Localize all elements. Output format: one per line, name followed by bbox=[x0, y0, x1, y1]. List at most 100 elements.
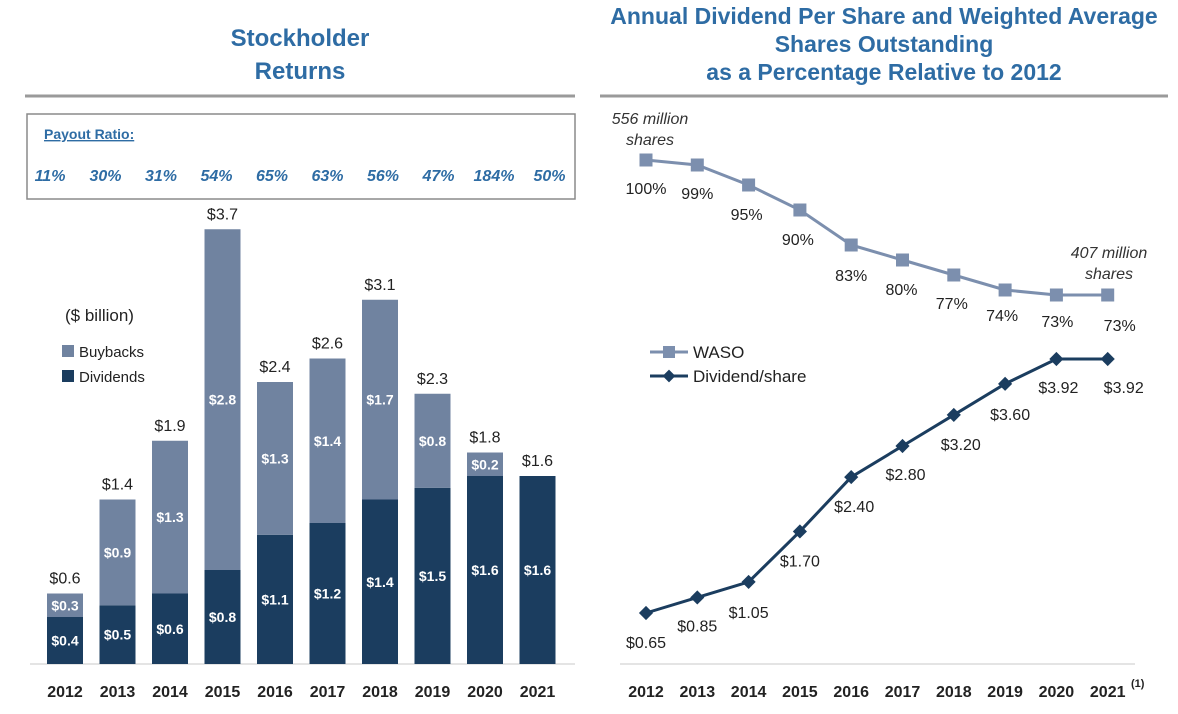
x-tick-label: 2016 bbox=[257, 684, 293, 701]
right-title-line1: Annual Dividend Per Share and Weighted A… bbox=[610, 3, 1157, 29]
left-legend: Buybacks Dividends bbox=[62, 344, 145, 386]
bar-dividends bbox=[204, 570, 241, 664]
bar-buybacks bbox=[309, 358, 346, 523]
dividend-marker bbox=[792, 524, 807, 539]
x-tick-label: 2018 bbox=[362, 684, 398, 701]
x-tick-label: 2017 bbox=[310, 684, 346, 701]
bar-buybacks bbox=[99, 499, 136, 606]
waso-data-label: 83% bbox=[835, 268, 867, 285]
bar-label-dividends: $1.6 bbox=[524, 562, 551, 578]
payout-ratio-value: 31% bbox=[145, 168, 177, 185]
bar-total-label: $1.6 bbox=[522, 453, 553, 470]
start-shares-annotation-line2: shares bbox=[626, 132, 674, 149]
bar-dividends bbox=[47, 617, 83, 664]
dividend-marker bbox=[741, 574, 756, 590]
payout-ratio-label: Payout Ratio: bbox=[44, 126, 134, 142]
bar-buybacks bbox=[204, 229, 241, 570]
legend-label-buybacks: Buybacks bbox=[79, 344, 144, 361]
bar-label-buybacks: $0.2 bbox=[471, 456, 498, 472]
waso-marker bbox=[742, 178, 756, 192]
bar-label-dividends: $1.4 bbox=[366, 574, 393, 590]
bar-label-buybacks: $1.3 bbox=[261, 450, 288, 466]
x-tick-label: 2018 bbox=[936, 684, 972, 701]
right-legend: WASO Dividend/share bbox=[650, 343, 806, 386]
payout-ratio-value: 30% bbox=[89, 168, 121, 185]
end-shares-annotation-line2: shares bbox=[1085, 266, 1133, 283]
bar-label-dividends: $1.5 bbox=[419, 568, 446, 584]
x-tick-label: 2020 bbox=[467, 684, 503, 701]
bar-total-label: $1.9 bbox=[154, 418, 185, 435]
x-tick-label: 2015 bbox=[782, 684, 818, 701]
waso-data-label: 73% bbox=[1104, 318, 1136, 335]
waso-series-line bbox=[645, 158, 1108, 297]
waso-marker bbox=[844, 238, 858, 252]
dividend-marker bbox=[1049, 351, 1064, 367]
dividend-data-label: $3.20 bbox=[941, 437, 981, 454]
footnote-marker: (1) bbox=[1131, 678, 1145, 690]
x-tick-label: 2021 bbox=[1090, 684, 1126, 701]
bar-dividends bbox=[414, 487, 451, 664]
waso-marker bbox=[947, 268, 961, 282]
right-title-line2: Shares Outstanding bbox=[775, 31, 994, 57]
dividend-data-label: $2.80 bbox=[885, 467, 925, 484]
bar-dividends bbox=[519, 476, 556, 664]
bar-label-buybacks: $1.4 bbox=[314, 433, 341, 449]
bar-buybacks bbox=[152, 440, 188, 594]
x-tick-label: 2012 bbox=[47, 684, 83, 701]
bar-buybacks bbox=[257, 382, 293, 535]
dividend-marker bbox=[998, 376, 1013, 391]
x-tick-label: 2012 bbox=[628, 684, 664, 701]
x-tick-label: 2016 bbox=[833, 684, 869, 701]
dividend-marker bbox=[946, 407, 961, 422]
dividend-waso-chart: 2012 2013 2014 2015 2016 2017 2018 2019 2020 2021… bbox=[626, 153, 1144, 701]
waso-data-label: 74% bbox=[986, 308, 1018, 325]
bar-label-dividends: $1.2 bbox=[314, 586, 341, 602]
bar-label-dividends: $1.1 bbox=[261, 591, 288, 607]
payout-ratio-value: 65% bbox=[256, 168, 288, 185]
bar-dividends bbox=[309, 523, 346, 664]
waso-marker bbox=[1101, 288, 1115, 302]
waso-data-label: 99% bbox=[681, 186, 713, 203]
unit-label: ($ billion) bbox=[65, 306, 134, 325]
dividend-data-label: $1.70 bbox=[780, 553, 820, 570]
bar-dividends bbox=[257, 534, 293, 664]
left-title-line2: Returns bbox=[255, 58, 346, 85]
waso-marker bbox=[793, 203, 807, 217]
legend-marker-dividend bbox=[662, 369, 676, 383]
bar-total-label: $3.7 bbox=[207, 206, 238, 223]
start-shares-annotation-line1: 556 million bbox=[612, 111, 689, 128]
legend-swatch-buybacks bbox=[62, 345, 74, 357]
bar-label-buybacks: $0.8 bbox=[419, 433, 446, 449]
dividend-marker bbox=[690, 590, 705, 605]
bar-label-buybacks: $0.9 bbox=[104, 544, 131, 560]
x-tick-label: 2021 bbox=[520, 684, 556, 701]
waso-data-label: 73% bbox=[1041, 314, 1073, 331]
bar-total-label: $3.1 bbox=[364, 277, 395, 294]
legend-label-dividends: Dividends bbox=[79, 369, 145, 386]
waso-data-label: 80% bbox=[885, 282, 917, 299]
right-title-line3: as a Percentage Relative to 2012 bbox=[706, 59, 1061, 85]
bar-buybacks bbox=[362, 299, 398, 500]
x-tick-label: 2013 bbox=[680, 684, 716, 701]
waso-marker bbox=[896, 253, 909, 267]
payout-ratio-row: 11% 30% 31% 54% 65% 63% 56% 47% 184% 50% bbox=[35, 168, 566, 185]
x-tick-label: 2014 bbox=[152, 684, 188, 701]
dividend-marker bbox=[844, 469, 859, 485]
legend-swatch-dividends bbox=[62, 370, 74, 382]
end-shares-annotation-line1: 407 million bbox=[1071, 245, 1148, 262]
waso-marker bbox=[998, 283, 1012, 297]
waso-marker bbox=[639, 153, 653, 167]
waso-marker bbox=[690, 158, 704, 172]
bar-buybacks bbox=[414, 393, 451, 488]
dividend-series-line bbox=[645, 357, 1108, 615]
dividend-data-label: $3.92 bbox=[1038, 380, 1078, 397]
bar-label-dividends: $1.6 bbox=[471, 562, 498, 578]
x-tick-label: 2013 bbox=[100, 684, 136, 701]
dividend-marker bbox=[895, 438, 910, 454]
waso-data-label: 95% bbox=[731, 207, 763, 224]
x-tick-label: 2014 bbox=[731, 684, 767, 701]
legend-label-waso: WASO bbox=[693, 343, 744, 362]
dividend-data-label: $0.65 bbox=[626, 635, 666, 652]
payout-ratio-box bbox=[26, 113, 576, 200]
